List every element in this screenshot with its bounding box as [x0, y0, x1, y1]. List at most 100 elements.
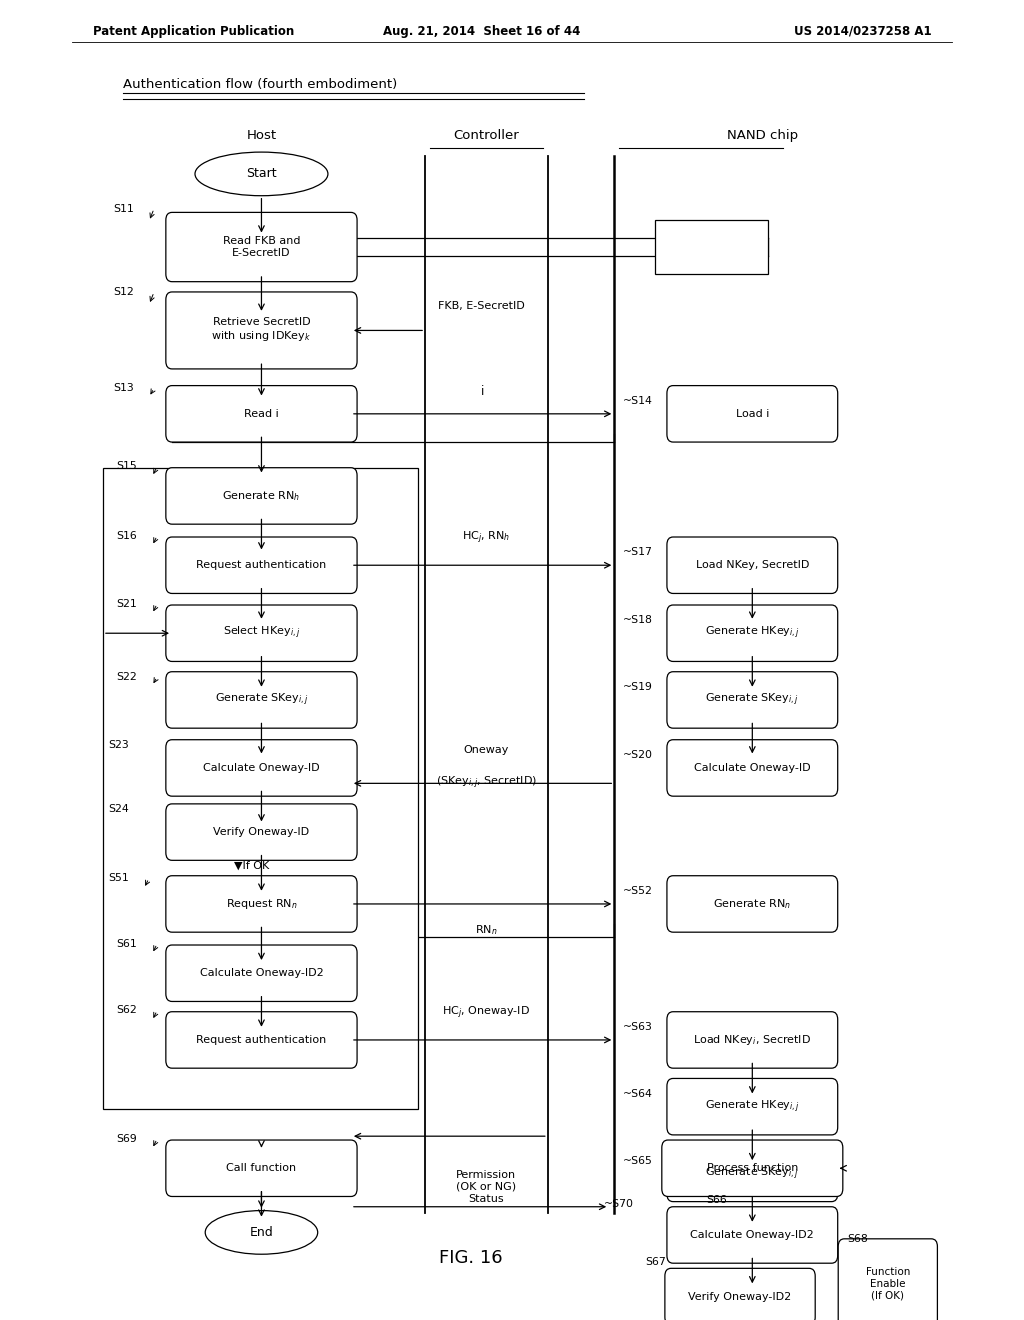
- Text: S15: S15: [117, 462, 137, 471]
- FancyBboxPatch shape: [667, 739, 838, 796]
- Text: HC$_j$, RN$_h$: HC$_j$, RN$_h$: [462, 529, 511, 546]
- FancyBboxPatch shape: [166, 739, 357, 796]
- Text: S69: S69: [117, 1134, 137, 1143]
- Text: Load NKey$_i$, SecretID: Load NKey$_i$, SecretID: [693, 1034, 811, 1047]
- Text: Host: Host: [247, 129, 276, 143]
- Text: Calculate Oneway-ID2: Calculate Oneway-ID2: [690, 1230, 814, 1239]
- Text: Generate SKey$_{i,j}$: Generate SKey$_{i,j}$: [215, 692, 308, 708]
- Ellipse shape: [205, 1210, 317, 1254]
- Text: i: i: [481, 385, 484, 399]
- FancyBboxPatch shape: [166, 1140, 357, 1196]
- Text: Calculate Oneway-ID: Calculate Oneway-ID: [203, 763, 319, 774]
- Text: Request RN$_n$: Request RN$_n$: [225, 898, 297, 911]
- Text: S22: S22: [117, 672, 137, 682]
- Text: Request authentication: Request authentication: [197, 1035, 327, 1045]
- FancyBboxPatch shape: [166, 467, 357, 524]
- Text: S51: S51: [109, 874, 129, 883]
- Text: ~S65: ~S65: [623, 1155, 652, 1166]
- Text: End: End: [250, 1226, 273, 1239]
- Text: FIG. 16: FIG. 16: [439, 1249, 503, 1267]
- Text: Function
Enable
(If OK): Function Enable (If OK): [865, 1267, 910, 1300]
- Text: ~S20: ~S20: [623, 750, 652, 760]
- Text: ~S19: ~S19: [623, 682, 652, 692]
- Text: Calculate Oneway-ID: Calculate Oneway-ID: [694, 763, 811, 774]
- Text: HC$_j$, Oneway-ID: HC$_j$, Oneway-ID: [442, 1005, 530, 1020]
- FancyBboxPatch shape: [667, 605, 838, 661]
- Text: Generate SKey$_{i,j}$: Generate SKey$_{i,j}$: [706, 692, 799, 708]
- Text: Process function: Process function: [707, 1163, 798, 1173]
- Text: S16: S16: [117, 531, 137, 541]
- Text: Verify Oneway-ID: Verify Oneway-ID: [213, 828, 309, 837]
- Text: S67: S67: [645, 1257, 666, 1267]
- FancyBboxPatch shape: [667, 672, 838, 729]
- Text: Controller: Controller: [454, 129, 519, 143]
- Text: ~S18: ~S18: [623, 615, 652, 626]
- FancyBboxPatch shape: [667, 1078, 838, 1135]
- Text: Retrieve SecretID
with using IDKey$_k$: Retrieve SecretID with using IDKey$_k$: [211, 317, 311, 343]
- FancyBboxPatch shape: [667, 385, 838, 442]
- Text: Load i: Load i: [735, 409, 769, 418]
- Text: S23: S23: [109, 739, 129, 750]
- Text: S62: S62: [117, 1006, 137, 1015]
- Text: RN$_n$: RN$_n$: [475, 923, 498, 937]
- Text: S66: S66: [707, 1196, 727, 1205]
- Text: ▼If OK: ▼If OK: [233, 861, 269, 870]
- Text: Generate HKey$_{i,j}$: Generate HKey$_{i,j}$: [705, 1098, 800, 1115]
- Text: ~S52: ~S52: [623, 886, 652, 896]
- Text: US 2014/0237258 A1: US 2014/0237258 A1: [794, 25, 931, 38]
- FancyBboxPatch shape: [166, 213, 357, 281]
- Text: ~S17: ~S17: [623, 548, 652, 557]
- FancyBboxPatch shape: [166, 945, 357, 1002]
- Text: Oneway: Oneway: [464, 744, 509, 755]
- Text: Generate HKey$_{i,j}$: Generate HKey$_{i,j}$: [705, 626, 800, 642]
- Text: Generate SKey$_{i,j}$: Generate SKey$_{i,j}$: [706, 1166, 799, 1181]
- Text: Start: Start: [246, 168, 276, 181]
- Text: Generate RN$_h$: Generate RN$_h$: [222, 488, 300, 503]
- FancyBboxPatch shape: [839, 1239, 937, 1320]
- Text: NAND chip: NAND chip: [727, 129, 798, 143]
- Text: Status: Status: [469, 1193, 504, 1204]
- Ellipse shape: [195, 152, 328, 195]
- Text: Aug. 21, 2014  Sheet 16 of 44: Aug. 21, 2014 Sheet 16 of 44: [383, 25, 580, 38]
- Text: Generate RN$_n$: Generate RN$_n$: [714, 898, 792, 911]
- FancyBboxPatch shape: [667, 1011, 838, 1068]
- Text: ~S70: ~S70: [604, 1199, 634, 1209]
- Text: Read FKB and
E-SecretID: Read FKB and E-SecretID: [222, 236, 300, 257]
- Bar: [103, 467, 418, 1109]
- FancyBboxPatch shape: [667, 1206, 838, 1263]
- Text: Load NKey, SecretID: Load NKey, SecretID: [695, 560, 809, 570]
- Text: S61: S61: [117, 939, 137, 949]
- Text: S24: S24: [109, 804, 129, 814]
- Text: Select HKey$_{i,j}$: Select HKey$_{i,j}$: [223, 626, 300, 642]
- Text: FKB, E-SecretID: FKB, E-SecretID: [438, 301, 524, 312]
- FancyBboxPatch shape: [166, 385, 357, 442]
- FancyBboxPatch shape: [665, 1269, 815, 1320]
- FancyBboxPatch shape: [667, 537, 838, 594]
- Text: Request authentication: Request authentication: [197, 560, 327, 570]
- Text: ~S63: ~S63: [623, 1022, 652, 1032]
- Text: ~S14: ~S14: [623, 396, 652, 407]
- Text: (SKey$_{i,j}$, SecretID): (SKey$_{i,j}$, SecretID): [436, 775, 537, 791]
- Text: S11: S11: [114, 203, 134, 214]
- FancyBboxPatch shape: [166, 605, 357, 661]
- FancyBboxPatch shape: [667, 1146, 838, 1201]
- Text: Calculate Oneway-ID2: Calculate Oneway-ID2: [200, 969, 324, 978]
- Text: Read i: Read i: [244, 409, 279, 418]
- FancyBboxPatch shape: [166, 1011, 357, 1068]
- FancyBboxPatch shape: [667, 875, 838, 932]
- Text: S12: S12: [114, 286, 134, 297]
- Text: ~S64: ~S64: [623, 1089, 652, 1098]
- Text: Patent Application Publication: Patent Application Publication: [93, 25, 294, 38]
- FancyBboxPatch shape: [166, 537, 357, 594]
- Text: Permission
(OK or NG): Permission (OK or NG): [457, 1171, 516, 1192]
- Text: S21: S21: [117, 599, 137, 609]
- Text: Call function: Call function: [226, 1163, 297, 1173]
- Text: S68: S68: [847, 1234, 867, 1243]
- FancyBboxPatch shape: [166, 875, 357, 932]
- FancyBboxPatch shape: [166, 804, 357, 861]
- Bar: [655, 220, 768, 275]
- Text: Verify Oneway-ID2: Verify Oneway-ID2: [688, 1291, 792, 1302]
- FancyBboxPatch shape: [166, 292, 357, 368]
- Text: Authentication flow (fourth embodiment): Authentication flow (fourth embodiment): [124, 78, 397, 91]
- FancyBboxPatch shape: [166, 672, 357, 729]
